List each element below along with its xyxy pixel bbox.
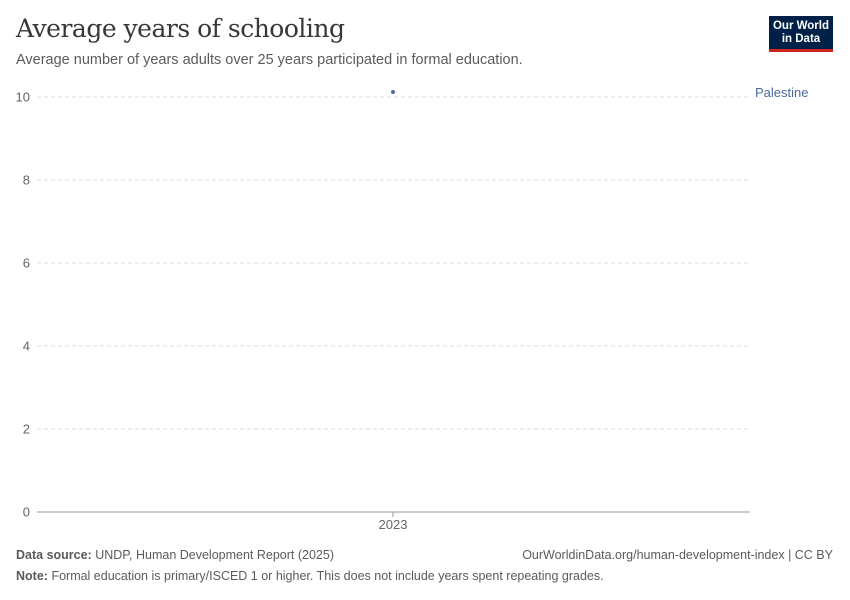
data-source: Data source: UNDP, Human Development Rep… <box>16 548 334 562</box>
note-label: Note: <box>16 569 48 583</box>
y-tick-label: 10 <box>16 90 30 105</box>
source-url[interactable]: OurWorldinData.org/human-development-ind… <box>522 548 833 562</box>
source-label: Data source: <box>16 548 92 562</box>
y-tick-label: 8 <box>23 173 30 188</box>
series-label[interactable]: Palestine <box>755 85 808 100</box>
y-tick-label: 6 <box>23 256 30 271</box>
y-tick-label: 4 <box>23 339 30 354</box>
owid-logo[interactable]: Our World in Data <box>769 16 833 52</box>
source-text[interactable]: UNDP, Human Development Report (2025) <box>95 548 334 562</box>
note: Note: Formal education is primary/ISCED … <box>16 569 604 583</box>
data-point <box>391 90 395 95</box>
y-tick-label: 0 <box>23 505 30 520</box>
chart-subtitle: Average number of years adults over 25 y… <box>16 52 523 68</box>
y-tick-label: 2 <box>23 422 30 437</box>
note-text: Formal education is primary/ISCED 1 or h… <box>51 569 604 583</box>
x-tick-label: 2023 <box>379 517 408 532</box>
chart-title: Average years of schooling <box>16 14 345 43</box>
